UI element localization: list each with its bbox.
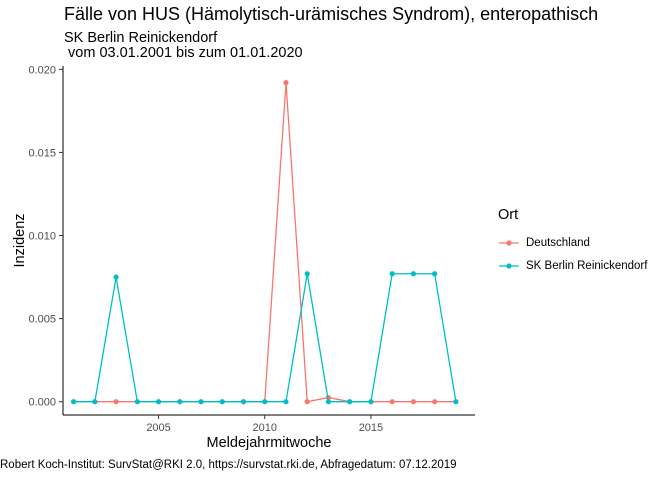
y-tick-label: 0.020 <box>28 64 56 76</box>
x-tick-label: 2010 <box>253 422 277 434</box>
data-point-sk-berlin-reinickendorf <box>134 399 140 405</box>
data-point-sk-berlin-reinickendorf <box>198 399 204 405</box>
data-point-deutschland <box>283 80 289 86</box>
data-point-sk-berlin-reinickendorf <box>262 399 268 405</box>
data-point-deutschland <box>113 399 119 405</box>
chart-subtitle: SK Berlin Reinickendorf vom 03.01.2001 b… <box>64 30 303 61</box>
y-tick-label: 0.010 <box>28 231 56 243</box>
y-tick-label: 0.005 <box>28 314 56 326</box>
legend-key-deutschland <box>499 240 519 246</box>
x-tick-label: 2015 <box>359 422 383 434</box>
data-point-sk-berlin-reinickendorf <box>389 271 395 277</box>
data-point-sk-berlin-reinickendorf <box>432 271 438 277</box>
data-point-sk-berlin-reinickendorf <box>219 399 225 405</box>
legend-key-sk-berlin-reinickendorf <box>499 263 519 269</box>
data-point-deutschland <box>432 399 438 405</box>
data-point-sk-berlin-reinickendorf <box>113 274 119 280</box>
chart-title: Fälle von HUS (Hämolytisch-urämisches Sy… <box>64 4 599 24</box>
data-point-sk-berlin-reinickendorf <box>304 271 310 277</box>
legend-label-sk-berlin-reinickendorf: SK Berlin Reinickendorf <box>526 260 648 272</box>
x-axis-label: Meldejahrmitwoche <box>207 435 332 451</box>
data-point-sk-berlin-reinickendorf <box>240 399 247 405</box>
x-tick-label: 2005 <box>146 422 170 434</box>
data-point-sk-berlin-reinickendorf <box>325 399 332 405</box>
legend-label-deutschland: Deutschland <box>526 237 590 249</box>
data-point-sk-berlin-reinickendorf <box>92 399 98 405</box>
legend-item-deutschland: Deutschland <box>498 233 590 253</box>
y-tick-label: 0.000 <box>28 397 56 409</box>
data-point-sk-berlin-reinickendorf <box>410 271 417 277</box>
data-point-sk-berlin-reinickendorf <box>347 399 353 405</box>
data-point-sk-berlin-reinickendorf <box>155 399 162 405</box>
legend-title: Ort <box>498 207 519 223</box>
data-point-sk-berlin-reinickendorf <box>368 399 374 405</box>
legend-item-sk-berlin-reinickendorf: SK Berlin Reinickendorf <box>498 256 647 276</box>
data-point-deutschland <box>410 399 417 405</box>
data-point-sk-berlin-reinickendorf <box>71 399 77 405</box>
data-point-sk-berlin-reinickendorf <box>283 399 289 405</box>
series-line-sk-berlin-reinickendorf <box>73 273 457 403</box>
y-tick-label: 0.015 <box>28 147 56 159</box>
y-axis-label: Inzidenz <box>12 213 28 267</box>
series-layer <box>71 80 459 405</box>
data-point-sk-berlin-reinickendorf <box>453 399 459 405</box>
data-point-deutschland <box>389 399 395 405</box>
series-line-deutschland <box>73 82 456 403</box>
data-point-sk-berlin-reinickendorf <box>177 399 183 405</box>
tick-layer: 2005 2010 2015 0.000 0.005 0.010 0.015 0.020 <box>28 64 383 434</box>
data-point-deutschland <box>304 399 310 405</box>
chart-caption: Robert Koch-Institut: SurvStat@RKI 2.0, … <box>0 459 457 471</box>
